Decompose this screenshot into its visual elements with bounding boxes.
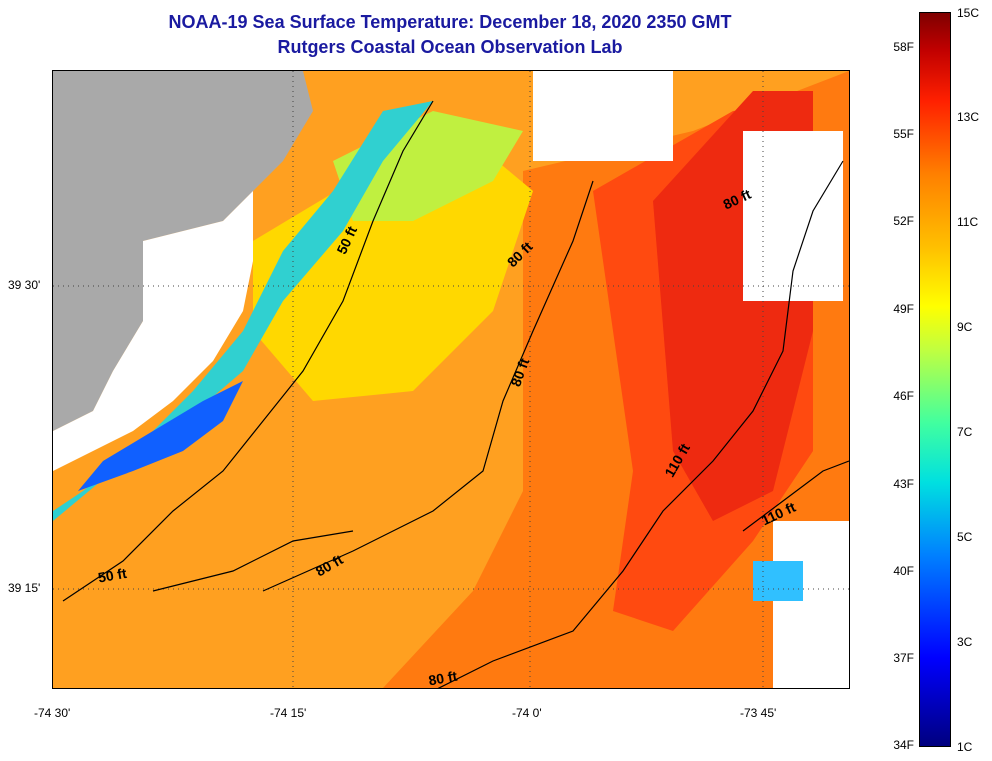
nodata-north (533, 71, 673, 161)
colorbar-c-label: 3C (957, 635, 973, 649)
nodata-southeast (773, 521, 849, 688)
colorbar-c-label: 5C (957, 530, 973, 544)
colorbar-f-label: 46F (893, 389, 914, 403)
sst-cold-patch (753, 561, 803, 601)
lat-label: 39 30' (8, 278, 41, 292)
sst-map: 50 ft 80 ft 80 ft 110 ft 80 ft 110 ft 80… (52, 70, 850, 689)
colorbar-c-label: 11C (957, 215, 979, 229)
sst-coastal-coldest (78, 381, 243, 491)
colorbar-f-label: 34F (893, 738, 914, 752)
temperature-colorbar (919, 12, 951, 747)
colorbar-f-label: 49F (893, 302, 914, 316)
colorbar-c-label: 7C (957, 425, 973, 439)
colorbar-c-label: 9C (957, 320, 973, 334)
colorbar-c-label: 1C (957, 740, 973, 754)
colorbar-c-label: 13C (957, 110, 980, 124)
lon-label: -73 45' (740, 706, 777, 720)
sst-coastal-cold (53, 101, 433, 521)
nodata-coastal (53, 191, 253, 471)
map-subtitle: Rutgers Coastal Ocean Observation Lab (277, 37, 623, 57)
lon-label: -74 30' (34, 706, 71, 720)
map-title: NOAA-19 Sea Surface Temperature: Decembe… (168, 12, 732, 32)
lon-label: -74 0' (512, 706, 542, 720)
colorbar-f-label: 55F (893, 127, 914, 141)
colorbar-f-label: 52F (893, 214, 914, 228)
land (53, 71, 313, 431)
colorbar-f-label: 43F (893, 477, 914, 491)
depth-contours (62, 100, 849, 688)
colorbar-f-label: 37F (893, 651, 914, 665)
contour-label: 80 ft (427, 668, 458, 688)
lat-label: 39 15' (8, 581, 41, 595)
lon-label: -74 15' (270, 706, 307, 720)
contour-label: 50 ft (97, 565, 128, 586)
colorbar-c-label: 15C (957, 6, 980, 20)
colorbar-f-label: 58F (893, 40, 914, 54)
colorbar-f-label: 40F (893, 564, 914, 578)
